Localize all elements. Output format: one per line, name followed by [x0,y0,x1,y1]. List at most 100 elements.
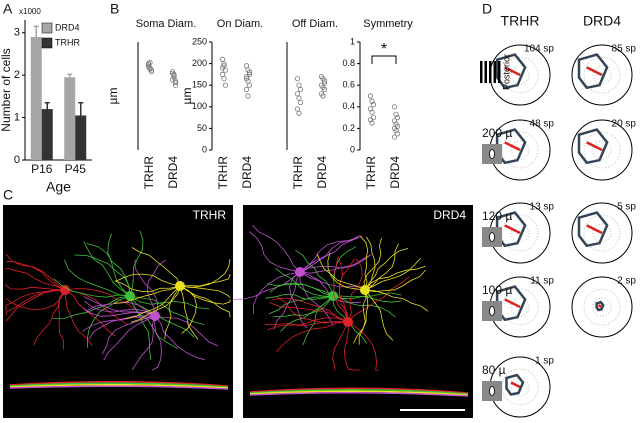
y-tick-label: 0.4 [342,101,355,111]
spike-count-label: 104 sp [524,44,554,55]
polar-grid [510,297,530,317]
data-point [394,131,401,137]
data-point [321,86,328,93]
y-tick-label: 1 [14,111,20,123]
multiplier: x1000 [19,7,41,16]
x-tick-label: TRHR [216,156,230,190]
data-point [296,82,302,88]
image-label: DRD4 [433,208,466,222]
soma [175,281,185,291]
bar [30,36,42,160]
dendrite [5,267,66,291]
dendrite [347,258,363,323]
dendrite [327,252,366,291]
dendrite [253,271,301,314]
panel-label: A [3,1,13,17]
y-tick-label: 0 [350,144,355,154]
data-point [219,71,226,78]
dendrite [272,297,349,323]
dendrite [299,235,363,273]
data-point [369,120,375,126]
data-point [369,98,375,105]
x-tick-label: TRHR [142,156,156,190]
data-point [369,109,375,115]
dendrite-profile [9,382,229,388]
polar-axis [571,202,633,264]
spike-count-label: 20 sp [612,119,637,130]
data-point [296,95,302,101]
dendrite [249,231,301,273]
y-tick-label: 0.6 [342,80,355,90]
dendrite [267,317,349,331]
x-tick-label: DRD4 [240,156,254,189]
polar-axis [571,44,633,106]
direction-label: Posterior [501,54,511,90]
panel-label: B [110,1,119,17]
column-header: DRD4 [583,13,621,29]
dendrite-profile [249,391,469,397]
x-tick-label: TRHR [364,156,378,190]
dendrite [131,315,156,371]
dendrite [83,241,131,297]
preferred-direction [597,304,603,309]
data-point [393,111,399,117]
dendrite [84,300,156,317]
dendrite [114,280,181,292]
dendrite [332,257,349,323]
dendrite [64,259,131,297]
data-point [148,69,155,75]
dendrite-profile [249,388,469,395]
data-point [147,59,153,66]
stimulus-spot [489,306,495,316]
dendrite [364,265,426,291]
preferred-direction [504,141,521,152]
tuning-curve [577,128,609,165]
tuning-curve [595,300,605,312]
bar [75,115,87,160]
dendrite [129,295,152,361]
preferred-direction [510,381,521,389]
tuning-curve [577,53,609,90]
preferred-direction [504,224,521,235]
preferred-direction [504,298,521,309]
annotation: * [381,41,387,58]
soma [60,285,70,295]
dendrite [264,321,349,327]
data-point [171,72,177,79]
spike-count-label: 11 sp [530,276,554,287]
tuning-curve [505,373,525,396]
data-point [219,56,226,62]
dendrite [134,259,159,317]
dendrite [269,282,334,297]
dendrite [295,249,334,297]
data-point [394,115,401,121]
data-point [245,93,251,99]
dendrite [179,259,231,288]
dendrite-profile [9,383,229,389]
preferred-direction [586,141,603,152]
data-point [297,86,304,93]
polar-axis [571,276,633,338]
dendrite [233,271,301,300]
dendrite-profile [9,380,229,387]
polar-grid [592,223,612,243]
dendrite [265,293,334,300]
data-point [391,118,398,124]
data-point [243,86,250,93]
y-tick-label: 150 [192,80,207,90]
y-tick-label: 0.8 [342,58,355,68]
y-axis-label: Number of cells [0,48,13,131]
dendrite [164,285,181,340]
grating-stripe [489,61,492,83]
dendrite [299,271,361,304]
dendrite [64,289,93,347]
dendrite [53,278,131,298]
x-tick-label: DRD4 [166,156,180,189]
dendrite [353,289,369,344]
image-label: TRHR [193,208,227,222]
subplot-title: Off Diam. [292,18,338,30]
dendrite [275,268,334,297]
dendrite [82,315,156,332]
data-point [172,79,179,86]
